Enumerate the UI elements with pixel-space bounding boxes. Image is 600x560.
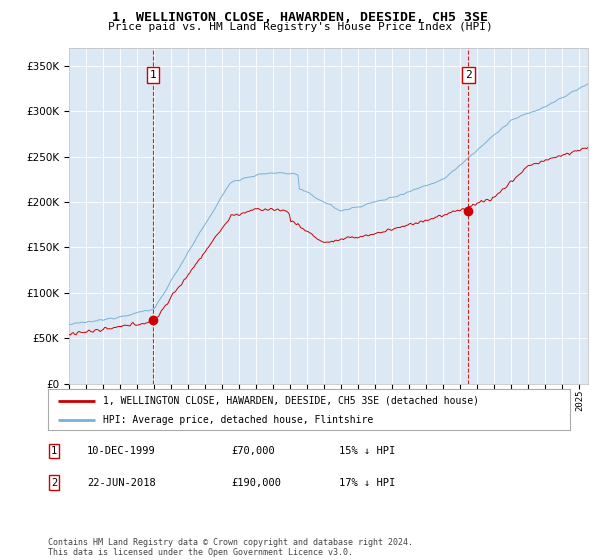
Text: 2: 2: [51, 478, 57, 488]
Text: HPI: Average price, detached house, Flintshire: HPI: Average price, detached house, Flin…: [103, 415, 373, 425]
Text: 1, WELLINGTON CLOSE, HAWARDEN, DEESIDE, CH5 3SE (detached house): 1, WELLINGTON CLOSE, HAWARDEN, DEESIDE, …: [103, 396, 479, 405]
Text: 10-DEC-1999: 10-DEC-1999: [87, 446, 156, 456]
Text: £190,000: £190,000: [231, 478, 281, 488]
Text: 1: 1: [51, 446, 57, 456]
Text: 2: 2: [465, 70, 472, 80]
Text: Contains HM Land Registry data © Crown copyright and database right 2024.
This d: Contains HM Land Registry data © Crown c…: [48, 538, 413, 557]
Text: 17% ↓ HPI: 17% ↓ HPI: [339, 478, 395, 488]
Text: 15% ↓ HPI: 15% ↓ HPI: [339, 446, 395, 456]
Text: 1, WELLINGTON CLOSE, HAWARDEN, DEESIDE, CH5 3SE: 1, WELLINGTON CLOSE, HAWARDEN, DEESIDE, …: [112, 11, 488, 24]
Text: £70,000: £70,000: [231, 446, 275, 456]
Text: 22-JUN-2018: 22-JUN-2018: [87, 478, 156, 488]
Text: 1: 1: [150, 70, 157, 80]
Text: Price paid vs. HM Land Registry's House Price Index (HPI): Price paid vs. HM Land Registry's House …: [107, 22, 493, 32]
